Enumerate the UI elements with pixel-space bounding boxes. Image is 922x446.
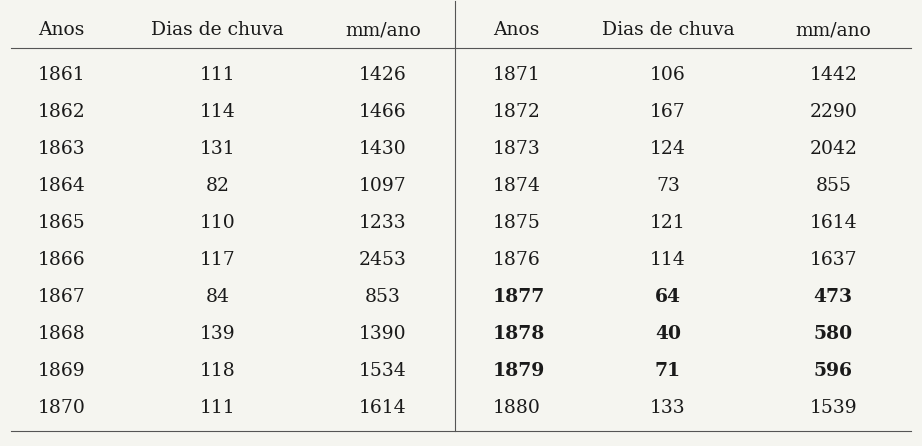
Text: 1874: 1874 bbox=[493, 178, 541, 195]
Text: 84: 84 bbox=[206, 289, 230, 306]
Text: 596: 596 bbox=[814, 362, 853, 380]
Text: 73: 73 bbox=[656, 178, 680, 195]
Text: Anos: Anos bbox=[38, 21, 85, 39]
Text: 1539: 1539 bbox=[810, 399, 857, 417]
Text: 1869: 1869 bbox=[38, 362, 86, 380]
Text: 2453: 2453 bbox=[359, 252, 407, 269]
Text: mm/ano: mm/ano bbox=[345, 21, 420, 39]
Text: 106: 106 bbox=[650, 66, 686, 84]
Text: Anos: Anos bbox=[493, 21, 539, 39]
Text: 114: 114 bbox=[650, 252, 686, 269]
Text: 1875: 1875 bbox=[493, 215, 541, 232]
Text: 1861: 1861 bbox=[38, 66, 86, 84]
Text: 1637: 1637 bbox=[810, 252, 857, 269]
Text: 1614: 1614 bbox=[359, 399, 407, 417]
Text: 2042: 2042 bbox=[810, 140, 857, 158]
Text: 1426: 1426 bbox=[359, 66, 407, 84]
Text: 64: 64 bbox=[655, 289, 680, 306]
Text: 167: 167 bbox=[650, 103, 686, 121]
Text: 855: 855 bbox=[815, 178, 851, 195]
Text: mm/ano: mm/ano bbox=[796, 21, 871, 39]
Text: 1876: 1876 bbox=[493, 252, 541, 269]
Text: 1534: 1534 bbox=[359, 362, 407, 380]
Text: 133: 133 bbox=[650, 399, 686, 417]
Text: 111: 111 bbox=[199, 399, 235, 417]
Text: 1873: 1873 bbox=[493, 140, 541, 158]
Text: 1867: 1867 bbox=[38, 289, 86, 306]
Text: 131: 131 bbox=[199, 140, 235, 158]
Text: 1868: 1868 bbox=[38, 326, 86, 343]
Text: Dias de chuva: Dias de chuva bbox=[151, 21, 284, 39]
Text: 1864: 1864 bbox=[38, 178, 86, 195]
Text: 853: 853 bbox=[365, 289, 401, 306]
Text: 1872: 1872 bbox=[493, 103, 541, 121]
Text: 1614: 1614 bbox=[810, 215, 857, 232]
Text: 1871: 1871 bbox=[493, 66, 541, 84]
Text: 1097: 1097 bbox=[359, 178, 407, 195]
Text: 1233: 1233 bbox=[359, 215, 407, 232]
Text: 111: 111 bbox=[199, 66, 235, 84]
Text: 1442: 1442 bbox=[810, 66, 857, 84]
Text: 1865: 1865 bbox=[38, 215, 86, 232]
Text: Dias de chuva: Dias de chuva bbox=[601, 21, 734, 39]
Text: 1466: 1466 bbox=[359, 103, 407, 121]
Text: 1880: 1880 bbox=[493, 399, 541, 417]
Text: 124: 124 bbox=[650, 140, 686, 158]
Text: 1862: 1862 bbox=[38, 103, 86, 121]
Text: 110: 110 bbox=[199, 215, 235, 232]
Text: 1878: 1878 bbox=[493, 326, 546, 343]
Text: 1877: 1877 bbox=[493, 289, 546, 306]
Text: 139: 139 bbox=[199, 326, 235, 343]
Text: 580: 580 bbox=[814, 326, 853, 343]
Text: 114: 114 bbox=[199, 103, 235, 121]
Text: 82: 82 bbox=[206, 178, 230, 195]
Text: 118: 118 bbox=[199, 362, 235, 380]
Text: 1430: 1430 bbox=[359, 140, 407, 158]
Text: 1870: 1870 bbox=[38, 399, 86, 417]
Text: 1863: 1863 bbox=[38, 140, 86, 158]
Text: 2290: 2290 bbox=[810, 103, 857, 121]
Text: 1879: 1879 bbox=[493, 362, 546, 380]
Text: 1390: 1390 bbox=[359, 326, 407, 343]
Text: 1866: 1866 bbox=[38, 252, 86, 269]
Text: 473: 473 bbox=[814, 289, 853, 306]
Text: 71: 71 bbox=[655, 362, 680, 380]
Text: 117: 117 bbox=[199, 252, 235, 269]
Text: 40: 40 bbox=[655, 326, 680, 343]
Text: 121: 121 bbox=[650, 215, 686, 232]
